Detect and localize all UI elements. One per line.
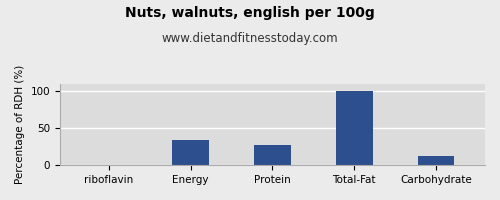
Bar	[254, 145, 291, 165]
Bar	[336, 91, 372, 165]
Bar	[418, 156, 455, 165]
Text: www.dietandfitnesstoday.com: www.dietandfitnesstoday.com	[162, 32, 338, 45]
Text: Nuts, walnuts, english per 100g: Nuts, walnuts, english per 100g	[125, 6, 375, 20]
Bar	[172, 140, 209, 165]
Y-axis label: Percentage of RDH (%): Percentage of RDH (%)	[15, 65, 25, 184]
